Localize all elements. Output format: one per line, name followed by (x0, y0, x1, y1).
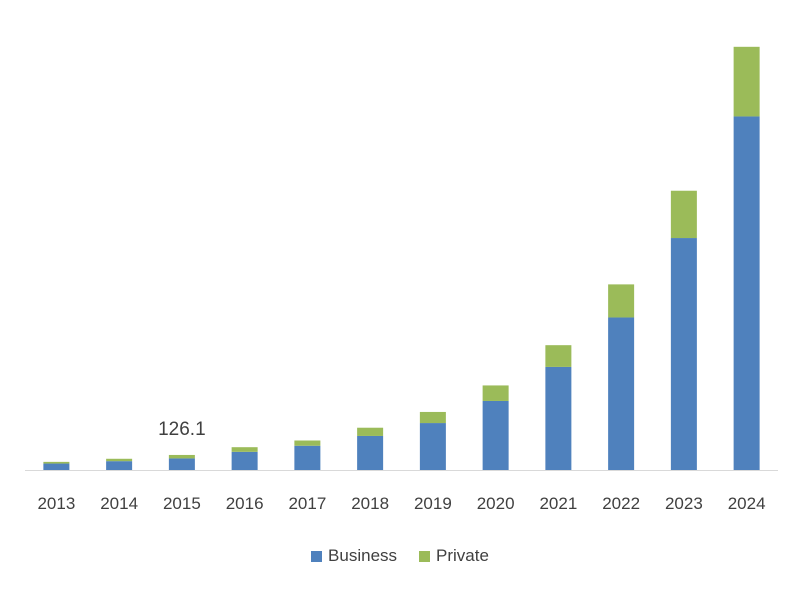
bar-business-2024 (733, 116, 760, 470)
legend-item-private: Private (419, 546, 489, 566)
bar-private-2019 (419, 411, 446, 424)
x-tick-label-2015: 2015 (163, 494, 201, 513)
bar-business-2016 (231, 451, 258, 470)
bar-private-2014 (106, 458, 133, 462)
x-tick-label-2018: 2018 (351, 494, 389, 513)
x-tick-label-2021: 2021 (539, 494, 577, 513)
bar-private-2023 (670, 190, 697, 239)
legend-swatch-business (311, 550, 323, 562)
x-tick-label-2016: 2016 (226, 494, 264, 513)
bar-business-2022 (608, 317, 635, 470)
x-tick-label-2017: 2017 (288, 494, 326, 513)
bar-business-2018 (357, 435, 384, 470)
legend-swatch-private (419, 550, 431, 562)
bar-business-2013 (43, 463, 70, 470)
x-tick-label-2014: 2014 (100, 494, 138, 513)
bar-business-2019 (419, 423, 446, 470)
stacked-bar-chart: 2013 2014 2015 2016 2017 2018 2019 2020 2021 2022… (25, 46, 778, 513)
bars-group (43, 46, 760, 470)
legend-label-private: Private (436, 546, 489, 565)
bar-private-2013 (43, 461, 70, 464)
bar-private-2020 (482, 385, 509, 401)
bar-business-2020 (482, 400, 509, 470)
bar-business-2015 (168, 458, 195, 470)
x-tick-label-2023: 2023 (665, 494, 703, 513)
bar-private-2015 (168, 454, 195, 459)
data-label-2015: 126.1 (158, 419, 206, 440)
bar-private-2016 (231, 447, 258, 452)
legend-item-business: Business (311, 546, 397, 566)
bar-private-2024 (733, 46, 760, 117)
bar-private-2018 (357, 427, 384, 436)
bar-private-2017 (294, 440, 321, 446)
x-tick-label-2020: 2020 (477, 494, 515, 513)
legend: Business Private (0, 546, 800, 566)
bar-business-2021 (545, 366, 572, 470)
x-tick-labels: 2013 2014 2015 2016 2017 2018 2019 2020 2021 2022… (37, 494, 765, 513)
bar-private-2022 (608, 284, 635, 318)
bar-business-2023 (670, 238, 697, 470)
bar-business-2017 (294, 445, 321, 470)
bar-private-2021 (545, 345, 572, 367)
x-tick-label-2024: 2024 (728, 494, 766, 513)
data-labels: 126.1 (158, 419, 206, 440)
bar-business-2014 (106, 461, 133, 470)
legend-label-business: Business (328, 546, 398, 565)
x-tick-label-2013: 2013 (37, 494, 75, 513)
x-tick-label-2022: 2022 (602, 494, 640, 513)
x-tick-label-2019: 2019 (414, 494, 452, 513)
